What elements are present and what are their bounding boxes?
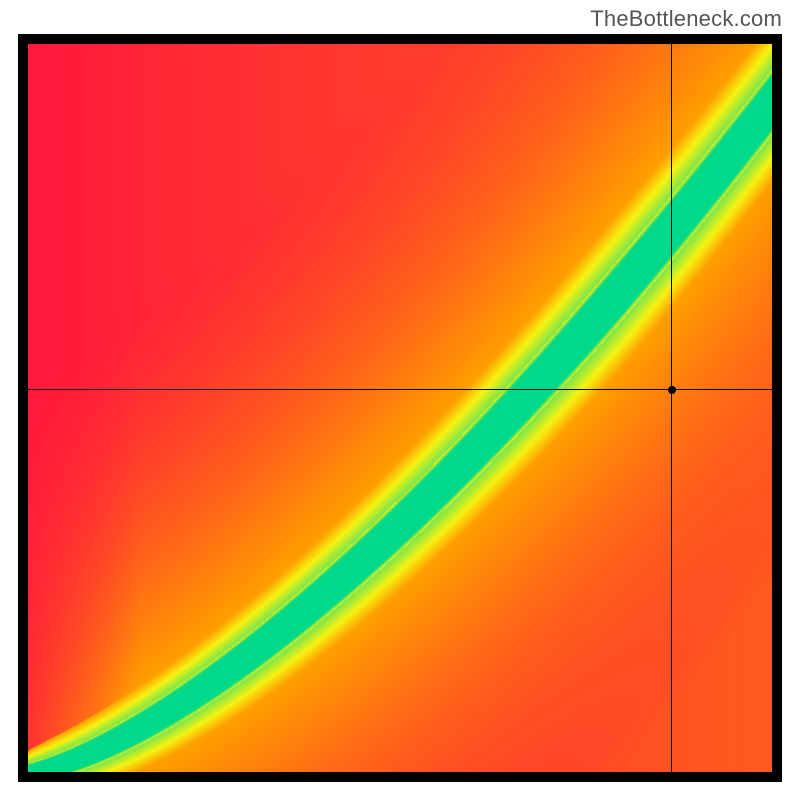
- heatmap-canvas: [28, 44, 772, 772]
- watermark-text: TheBottleneck.com: [590, 6, 782, 32]
- plot-border: [18, 34, 782, 782]
- crosshair-vertical: [671, 44, 672, 772]
- plot-area: [28, 44, 772, 772]
- crosshair-point: [668, 386, 676, 394]
- crosshair-horizontal: [28, 389, 772, 390]
